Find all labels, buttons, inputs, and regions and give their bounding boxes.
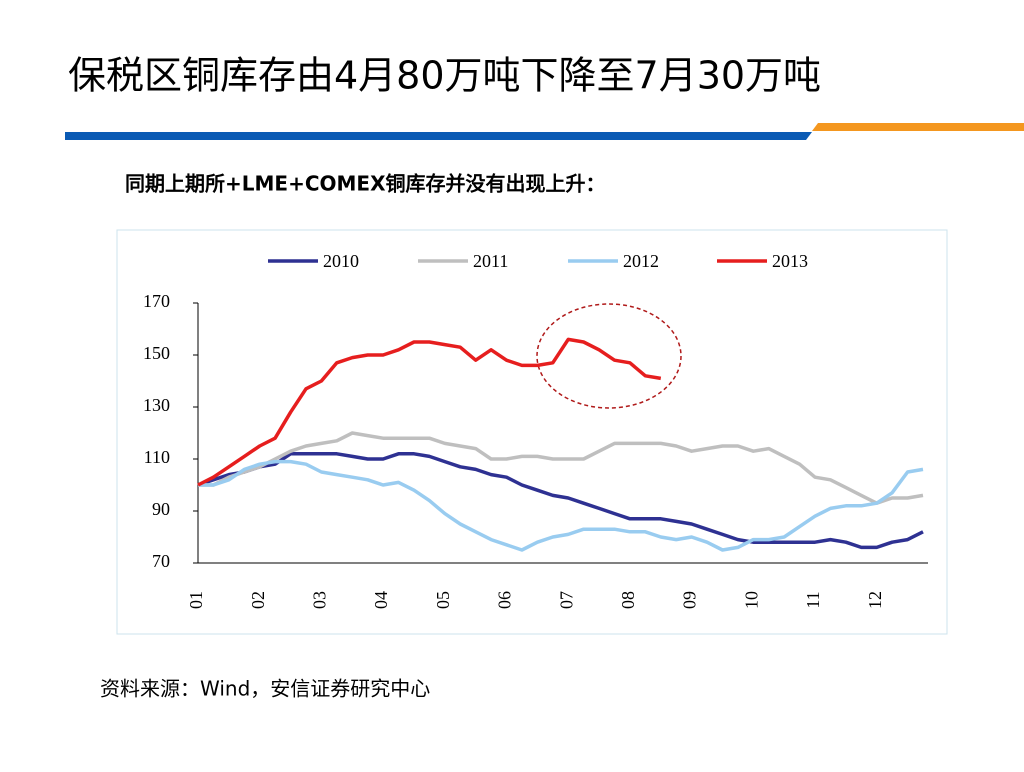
y-tick-label: 90 <box>152 499 170 519</box>
legend-label: 2011 <box>473 251 508 271</box>
slide-title: 保税区铜库存由4月80万吨下降至7月30万吨 <box>68 54 821 98</box>
y-tick-label: 70 <box>152 551 170 571</box>
subtitle: 同期上期所+LME+COMEX铜库存并没有出现上升： <box>125 172 606 196</box>
blue-stripe <box>65 132 812 140</box>
y-tick-label: 170 <box>143 291 170 311</box>
series-line <box>198 459 924 552</box>
x-tick-label: 04 <box>371 591 391 609</box>
y-tick-label: 130 <box>143 395 170 415</box>
source-note: 资料来源：Wind，安信证券研究中心 <box>100 677 430 701</box>
x-tick-label: 01 <box>186 591 206 609</box>
x-tick-label: 06 <box>495 591 515 609</box>
x-tick-label: 02 <box>248 591 268 609</box>
x-tick-label: 10 <box>741 591 761 609</box>
series-line <box>197 452 924 550</box>
x-tick-label: 07 <box>556 591 576 609</box>
highlight-ellipse <box>536 303 682 409</box>
x-tick-label: 05 <box>433 591 453 609</box>
x-tick-label: 12 <box>865 591 885 609</box>
series-line <box>197 337 662 487</box>
x-tick-label: 11 <box>803 591 823 608</box>
legend-label: 2012 <box>623 251 659 271</box>
legend-label: 2013 <box>772 251 808 271</box>
y-tick-label: 150 <box>143 343 170 363</box>
x-tick-label: 08 <box>618 591 638 609</box>
chart-frame <box>116 229 948 635</box>
series-line <box>198 431 924 505</box>
legend-label: 2010 <box>323 251 359 271</box>
x-tick-label: 09 <box>680 591 700 609</box>
y-tick-label: 110 <box>144 447 170 467</box>
x-tick-label: 03 <box>310 591 330 609</box>
orange-stripe <box>812 123 1024 131</box>
